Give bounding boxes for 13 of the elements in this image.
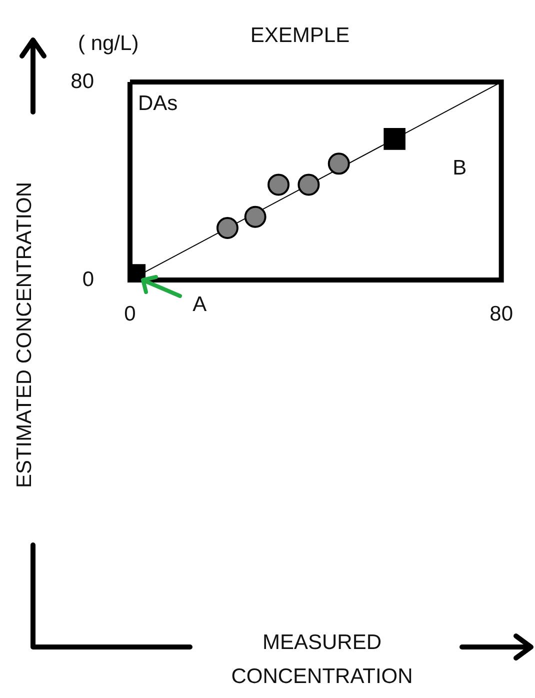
annotation: A [192, 292, 207, 316]
text: MEASURED CONCENTRATION [231, 630, 413, 688]
point [328, 152, 350, 175]
point [244, 206, 266, 228]
annotation: DAs [138, 92, 178, 115]
annotation: B [452, 156, 467, 180]
chart-title: EXEMPLE [249, 24, 351, 48]
y-axis-title: ESTIMATED CONCENTRATION [13, 180, 37, 490]
text: ( ng/L) [78, 32, 139, 55]
point [384, 128, 406, 150]
point [268, 174, 290, 196]
point [216, 217, 238, 240]
point [298, 174, 320, 196]
